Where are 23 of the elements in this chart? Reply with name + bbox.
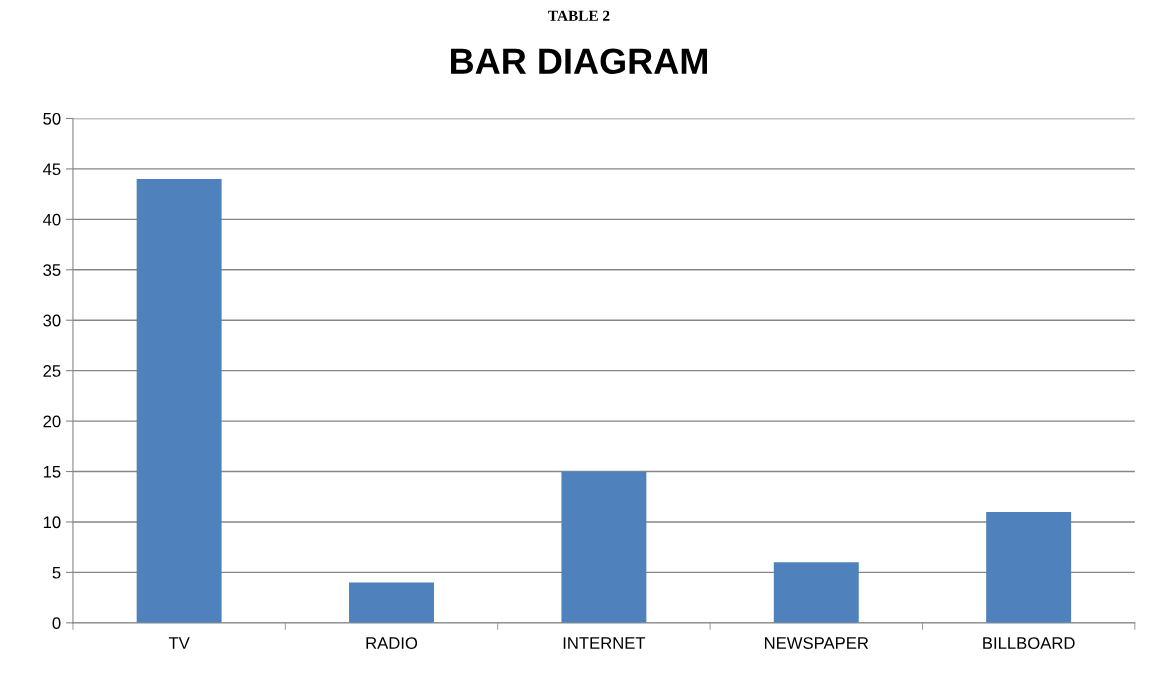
y-tick-label: 20 [43,415,61,428]
y-tick-label: 45 [42,163,61,176]
bar [349,582,434,623]
chart-title: BAR DIAGRAM [451,48,707,75]
y-tick-label: 15 [43,466,61,478]
bar [773,562,859,623]
bar [986,511,1072,623]
x-tick-label: BILLBOARD [983,637,1075,649]
bar [561,471,647,623]
x-tick-label: NEWSPAPER [765,637,869,649]
x-tick-label: TV [168,637,190,649]
x-tick-label: INTERNET [563,637,646,649]
y-tick-label: 40 [42,213,61,226]
y-tick-label: 0 [52,617,61,630]
y-tick-label: 50 [43,112,61,125]
bar [136,179,222,623]
caption: TABLE 2 [548,10,610,21]
x-tick-label: RADIO [366,637,418,649]
y-tick-label: 10 [43,516,61,529]
y-tick-label: 30 [43,314,61,327]
y-tick-label: 25 [43,365,61,377]
y-tick-label: 5 [52,566,61,579]
y-tick-label: 35 [43,264,61,276]
